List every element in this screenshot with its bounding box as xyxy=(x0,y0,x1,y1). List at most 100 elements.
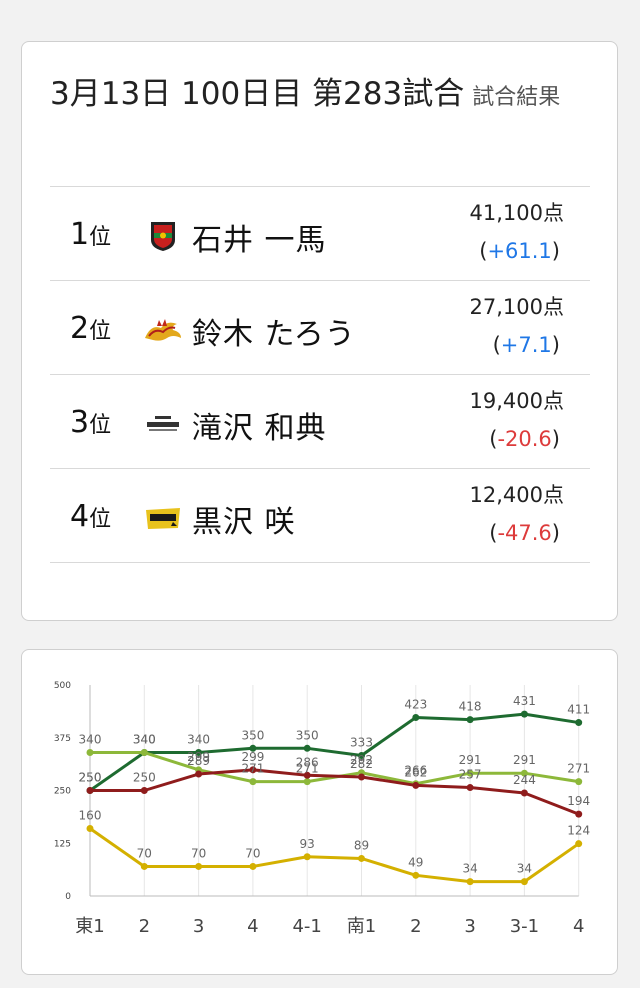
data-label: 194 xyxy=(567,794,590,808)
x-tick-label: 東1 xyxy=(75,916,104,937)
data-point xyxy=(520,710,528,718)
data-point xyxy=(575,840,583,848)
data-point xyxy=(249,778,257,786)
series-line xyxy=(89,827,580,884)
rank-label: 3位 xyxy=(70,405,112,440)
data-label: 70 xyxy=(191,846,206,860)
data-label: 124 xyxy=(567,824,590,838)
data-label: 292 xyxy=(350,753,373,767)
data-label: 282 xyxy=(350,757,373,771)
data-label: 333 xyxy=(350,735,373,749)
data-label: 299 xyxy=(187,750,210,764)
match-subtitle: 試合結果 xyxy=(472,85,561,110)
rank-label: 1位 xyxy=(70,217,112,252)
data-point xyxy=(466,716,474,724)
data-label: 262 xyxy=(404,765,427,779)
data-label: 49 xyxy=(408,855,423,869)
data-point xyxy=(575,778,583,786)
data-label: 160 xyxy=(79,808,102,822)
raiden-logo-icon xyxy=(146,508,180,529)
x-tick-label: 4 xyxy=(247,916,258,937)
data-point xyxy=(140,749,148,757)
ranking-row[interactable]: 2位 鈴木 たろう 27,100点 (+7.1) xyxy=(50,280,590,374)
player-name[interactable]: 鈴木 たろう xyxy=(192,317,356,352)
data-point xyxy=(466,878,474,886)
data-label: 266 xyxy=(404,764,427,778)
y-tick-label: 375 xyxy=(54,734,71,744)
data-label: 289 xyxy=(187,754,210,768)
data-point xyxy=(575,719,583,727)
player-score: 19,400点 xyxy=(469,389,564,413)
data-label: 34 xyxy=(462,862,477,876)
match-title-text: 3月13日 100日目 第283試合 xyxy=(50,76,465,112)
player-name[interactable]: 滝沢 和典 xyxy=(192,411,327,446)
ranking-row[interactable]: 3位 滝沢 和典 19,400点 (-20.6) xyxy=(50,374,590,468)
data-label: 431 xyxy=(513,694,536,708)
player-score: 41,100点 xyxy=(469,201,564,225)
rank-label: 4位 xyxy=(70,499,112,534)
data-label: 299 xyxy=(241,750,264,764)
player-score: 27,100点 xyxy=(469,295,564,319)
data-point xyxy=(358,773,365,781)
data-point xyxy=(140,862,148,870)
player-score: 12,400点 xyxy=(469,483,564,507)
data-label: 250 xyxy=(79,771,102,785)
data-label: 34 xyxy=(517,862,532,876)
dragon-icon xyxy=(145,319,181,341)
player-name[interactable]: 黒沢 咲 xyxy=(192,505,296,540)
y-tick-label: 500 xyxy=(54,681,71,691)
point-diff: (-47.6) xyxy=(489,521,560,545)
data-label: 350 xyxy=(296,728,319,742)
data-label: 70 xyxy=(245,846,260,860)
data-label: 291 xyxy=(459,753,482,767)
x-tick-label: 3-1 xyxy=(510,916,539,937)
data-label: 411 xyxy=(567,703,590,717)
data-point xyxy=(86,749,94,757)
data-label: 70 xyxy=(137,846,152,860)
data-point xyxy=(412,781,420,789)
data-point xyxy=(86,787,94,794)
data-point xyxy=(195,862,203,870)
data-label: 93 xyxy=(300,837,315,851)
data-point xyxy=(358,854,365,862)
series-line xyxy=(89,712,579,792)
result-card: 3月13日 100日目 第283試合 試合結果 1位 石井 一馬 41,100点 … xyxy=(21,41,618,621)
data-label: 286 xyxy=(296,755,319,769)
data-point xyxy=(303,771,311,779)
data-label: 271 xyxy=(567,762,590,776)
data-label: 423 xyxy=(404,697,427,711)
ranking-row[interactable]: 1位 石井 一馬 41,100点 (+61.1) xyxy=(50,186,590,280)
series-line xyxy=(90,768,580,816)
x-tick-label: 2 xyxy=(410,916,421,937)
konami-logo-icon xyxy=(147,416,179,431)
point-diff: (+7.1) xyxy=(492,333,560,357)
data-point xyxy=(466,769,474,777)
rank-label: 2位 xyxy=(70,311,112,346)
player-name[interactable]: 石井 一馬 xyxy=(192,223,327,258)
x-tick-label: 3 xyxy=(193,916,204,937)
ranking-list: 1位 石井 一馬 41,100点 (+61.1) 2位 鈴木 たろう 27,10… xyxy=(50,186,590,563)
data-label: 257 xyxy=(459,768,482,782)
match-title: 3月13日 100日目 第283試合 試合結果 xyxy=(50,72,590,121)
data-point xyxy=(249,862,257,870)
data-point xyxy=(520,769,528,777)
data-point xyxy=(195,749,203,757)
data-point xyxy=(412,713,420,721)
data-label: 271 xyxy=(241,762,264,776)
data-point xyxy=(303,744,311,752)
data-point xyxy=(520,878,528,886)
x-tick-label: 4-1 xyxy=(292,916,321,937)
data-point xyxy=(303,853,311,861)
x-tick-label: 4 xyxy=(573,916,584,937)
ranking-row[interactable]: 4位 黒沢 咲 12,400点 (-47.6) xyxy=(50,468,590,563)
data-label: 350 xyxy=(241,728,264,742)
data-label: 340 xyxy=(187,733,210,747)
score-chart-card: 0 125 250 375 500 東1 2 3 4 4-1 南1 2 3 3-1 4 250 340 340 35… xyxy=(21,649,618,975)
data-label: 340 xyxy=(133,733,156,747)
data-point xyxy=(575,810,583,818)
jets-shield-icon xyxy=(151,222,175,251)
data-label: 340 xyxy=(133,733,156,747)
data-label: 89 xyxy=(354,838,369,852)
series-line xyxy=(90,751,579,786)
